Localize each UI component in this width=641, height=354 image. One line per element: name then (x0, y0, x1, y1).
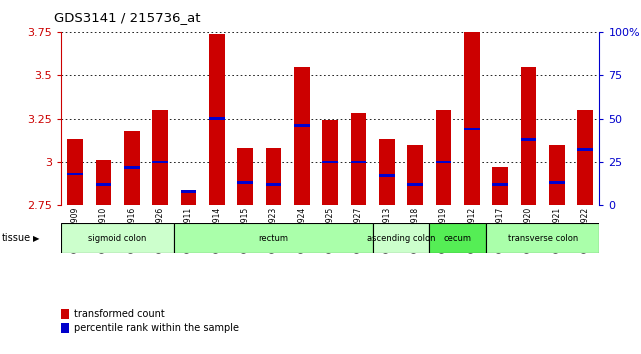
Text: cecum: cecum (444, 234, 472, 242)
Bar (464, 127, 479, 130)
Bar (237, 148, 253, 205)
Bar (578, 110, 593, 205)
Bar (265, 148, 281, 205)
Bar (209, 117, 224, 120)
Text: transformed count: transformed count (74, 309, 165, 319)
Bar (520, 138, 537, 141)
Bar (265, 183, 281, 186)
Text: GDS3141 / 215736_at: GDS3141 / 215736_at (54, 11, 201, 24)
Bar (153, 161, 168, 163)
Bar (464, 15, 479, 205)
Text: rectum: rectum (258, 234, 288, 242)
Bar (549, 181, 565, 184)
Bar (96, 183, 111, 186)
Bar (181, 190, 196, 205)
Bar (578, 148, 593, 151)
Bar (379, 175, 395, 177)
Bar (436, 161, 451, 163)
Bar (322, 161, 338, 163)
Text: sigmoid colon: sigmoid colon (88, 234, 147, 242)
Bar (96, 160, 111, 205)
FancyBboxPatch shape (429, 223, 486, 253)
Text: transverse colon: transverse colon (508, 234, 578, 242)
Bar (124, 131, 140, 205)
Bar (67, 139, 83, 205)
Bar (294, 124, 310, 127)
Text: tissue: tissue (1, 233, 30, 243)
Bar (520, 67, 537, 205)
Bar (124, 166, 140, 169)
Bar (153, 110, 168, 205)
Text: ▶: ▶ (33, 234, 40, 242)
Bar (351, 161, 366, 163)
Bar (379, 139, 395, 205)
Bar (492, 183, 508, 186)
Bar (492, 167, 508, 205)
Bar (351, 113, 366, 205)
FancyBboxPatch shape (372, 223, 429, 253)
Bar (181, 190, 196, 193)
Bar (67, 173, 83, 176)
Text: percentile rank within the sample: percentile rank within the sample (74, 323, 238, 333)
Bar (294, 67, 310, 205)
Bar (436, 110, 451, 205)
FancyBboxPatch shape (174, 223, 372, 253)
Bar (237, 181, 253, 184)
Bar (322, 120, 338, 205)
FancyBboxPatch shape (61, 223, 174, 253)
Bar (549, 144, 565, 205)
Text: ascending colon: ascending colon (367, 234, 435, 242)
Bar (407, 183, 423, 186)
Bar (209, 34, 224, 205)
Bar (407, 144, 423, 205)
FancyBboxPatch shape (486, 223, 599, 253)
